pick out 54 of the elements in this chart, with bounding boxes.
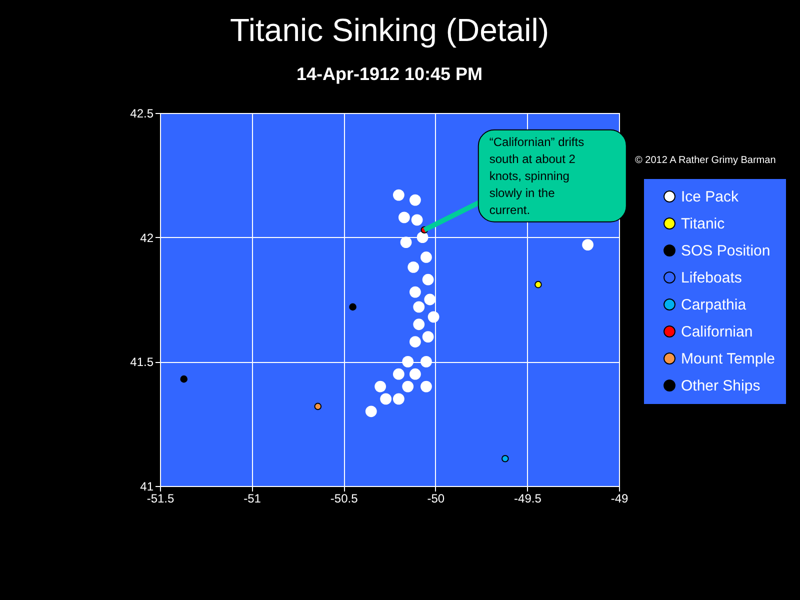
point — [582, 239, 594, 250]
point — [180, 375, 188, 383]
point — [349, 303, 356, 311]
chart-subtitle: 14-Apr-1912 10:45 PM — [296, 64, 483, 84]
legend-label: SOS Position — [681, 242, 770, 260]
point — [534, 280, 542, 288]
legend-label: Lifeboats — [681, 270, 742, 286]
x-tick-label: -51 — [244, 492, 262, 506]
legend-label: Carpathia — [681, 296, 747, 314]
point — [422, 274, 434, 286]
point — [428, 311, 440, 323]
point — [398, 212, 410, 224]
point — [314, 402, 322, 410]
point — [413, 301, 425, 313]
point — [410, 194, 421, 206]
point — [374, 380, 386, 392]
point — [422, 331, 434, 342]
x-tick-label: -49.5 — [514, 492, 542, 506]
point — [410, 368, 421, 380]
point — [380, 393, 392, 405]
point — [420, 356, 432, 368]
y-tick-label: 41 — [140, 480, 154, 494]
legend-label: Californian — [681, 324, 753, 340]
x-tick-label: -51.5 — [146, 492, 174, 506]
point — [424, 294, 436, 306]
point — [410, 336, 421, 348]
legend-label: Mount Temple — [681, 350, 775, 368]
point — [420, 380, 432, 392]
point — [408, 261, 420, 273]
y-tick-label: 42.5 — [130, 106, 154, 120]
chart-title: Titanic Sinking (Detail) — [230, 12, 549, 48]
point — [402, 380, 414, 392]
point — [416, 232, 428, 244]
legend-label: Ice Pack — [681, 188, 740, 206]
point — [411, 214, 423, 226]
annotation: “Californian” drifts south at about 2 knots, spinning slowly in the current. — [489, 134, 584, 217]
point — [402, 356, 414, 368]
point — [365, 406, 377, 418]
legend-label: Titanic — [681, 216, 726, 232]
point — [413, 318, 425, 330]
y-tick-label: 41.5 — [130, 355, 154, 370]
x-tick-label: -49 — [610, 492, 628, 506]
point — [392, 368, 404, 380]
point — [392, 189, 404, 201]
point — [502, 454, 509, 462]
text: © 2012 A Rather Grimy Barman — [635, 155, 776, 166]
x-tick-label: -50.5 — [330, 492, 358, 506]
point — [400, 236, 412, 248]
point — [420, 252, 432, 263]
x-tick-label: -50 — [427, 492, 445, 506]
legend-label: Other Ships — [681, 378, 760, 394]
y-tick-label: 42 — [140, 230, 154, 245]
point — [410, 286, 421, 298]
point — [392, 393, 404, 405]
